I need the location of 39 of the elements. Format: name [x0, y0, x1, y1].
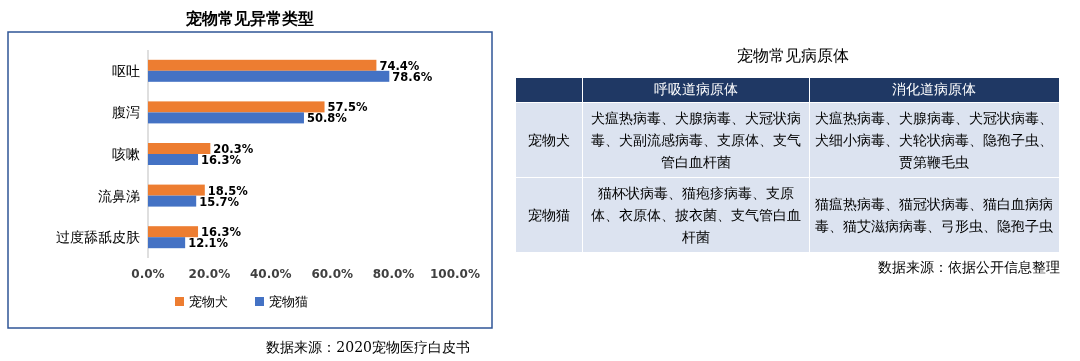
y-tick-label: 流鼻涕: [98, 187, 140, 204]
text: 猫杯状病毒、猫疱疹病毒、支原体、衣原体、披衣菌、支气管白血杆菌: [590, 185, 801, 245]
category-label: 消化道病原体: [809, 77, 1060, 103]
bar: [148, 143, 211, 154]
data-label: 20.3%: [213, 142, 254, 156]
source-note: 数据来源：2020宠物医疗白皮书: [266, 339, 470, 355]
bar: [148, 237, 186, 249]
bar: [148, 70, 390, 82]
bar: [148, 184, 205, 196]
bar: [148, 154, 199, 165]
data-label: 16.3%: [201, 153, 242, 167]
bar: [148, 195, 197, 207]
data-label: 50.8%: [306, 111, 348, 126]
category-label: 宠物猫: [528, 207, 570, 223]
x-tick-label: 20.0%: [188, 267, 231, 281]
text: 犬瘟热病毒、犬腺病毒、犬冠状病毒、犬细小病毒、犬轮状病毒、隐孢子虫、贾第鞭毛虫: [815, 110, 1054, 170]
bar: [148, 226, 199, 238]
category-label: 宠物犬: [528, 132, 570, 148]
source-note: 数据来源：依据公开信息整理: [877, 259, 1061, 277]
text: 犬瘟热病毒、犬腺病毒、犬冠状病毒、犬副流感病毒、支原体、支气管白血杆菌: [590, 110, 801, 170]
bar: [148, 101, 325, 113]
y-tick-label: 过度舔舐皮肤: [56, 229, 140, 246]
bar: [148, 112, 304, 124]
data-label: 12.1%: [188, 236, 229, 251]
legend-label: 宠物犬: [189, 294, 228, 309]
x-tick-label: 60.0%: [311, 267, 354, 281]
y-tick-label: 呕吐: [112, 62, 140, 79]
y-tick-label: 腹泻: [112, 104, 140, 121]
x-tick-label: 40.0%: [249, 267, 292, 281]
x-tick-label: 80.0%: [372, 267, 415, 281]
text: 宠物常见病原体: [735, 46, 850, 67]
legend-label: 宠物猫: [269, 294, 308, 309]
y-tick-label: 咳嗽: [112, 146, 140, 162]
text: 猫瘟热病毒、猫冠状病毒、猫白血病病毒、猫艾滋病病毒、弓形虫、隐孢子虫: [815, 196, 1054, 234]
x-tick-label: 0.0%: [131, 267, 165, 281]
category-label: 呼吸道病原体: [582, 77, 810, 103]
x-tick-label: 100.0%: [430, 267, 480, 281]
bar: [148, 59, 377, 71]
chart-title: 宠物常见异常类型: [185, 9, 314, 28]
